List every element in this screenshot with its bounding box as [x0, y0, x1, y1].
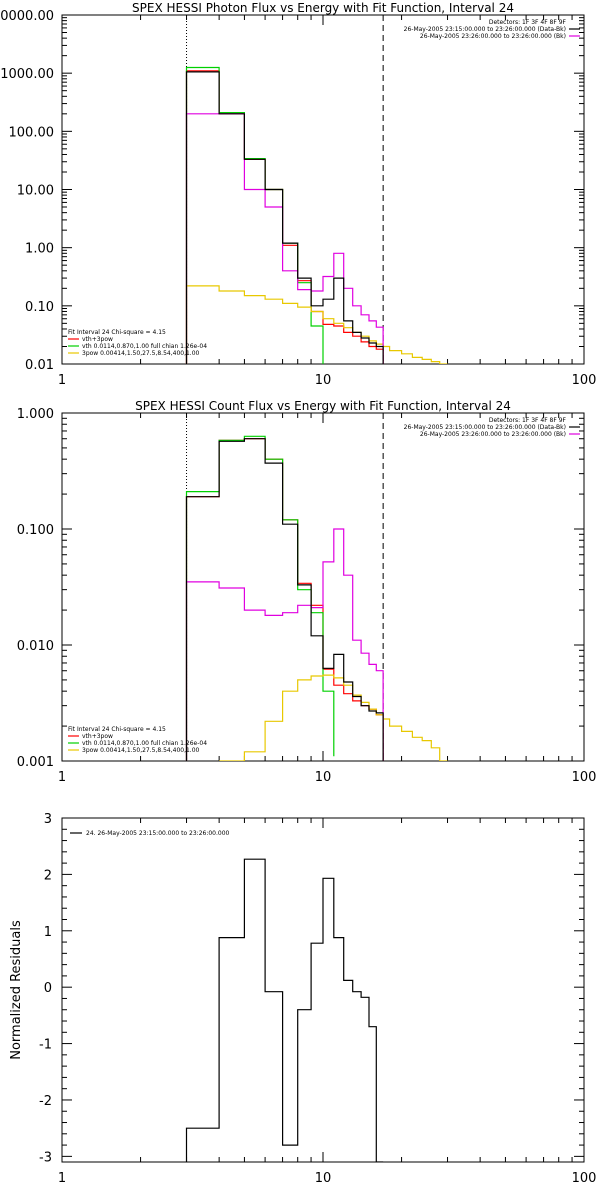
- chart-2-xtick-label: 10: [315, 770, 332, 785]
- chart-2-ytick-label: 1.000: [17, 407, 54, 422]
- chart-3-xtick-label: 100: [572, 1171, 597, 1186]
- chart-1-series-group: [185, 66, 448, 364]
- chart-1-ytick-label: 10.00: [17, 184, 54, 199]
- chart-2-series-4-step: [185, 528, 384, 761]
- chart-3-ylabel: Normalized Residuals: [9, 920, 24, 1060]
- chart-3-xtick-label: 1: [58, 1171, 66, 1186]
- chart-1-xtick-label: 10: [315, 373, 332, 388]
- chart-1-ytick-label: 10000.00: [0, 9, 54, 24]
- chart-1-legend-label-2: vth 0.0114,0.870,1.00 full chian 1.26e-0…: [82, 343, 207, 350]
- chart-1-ytick-label: 0.01: [25, 358, 54, 373]
- chart-3-xtick-label: 10: [315, 1171, 332, 1186]
- chart-1-info-text-3: 26-May-2005 23:26:00.000 to 23:26:00.000…: [420, 33, 566, 40]
- chart-1-info-text-2: 26-May-2005 23:15:00.000 to 23:26:00.000…: [404, 26, 566, 33]
- chart-2-info-text-3: 26-May-2005 23:26:00.000 to 23:26:00.000…: [420, 431, 566, 438]
- chart-2-series-5-step: [185, 438, 384, 761]
- chart-3-ytick-label: 2: [44, 868, 52, 883]
- chart-2-legend-label-3: 3pow 0.00414,1.50,27.5,8.54,400,1.00: [82, 747, 200, 754]
- chart-3-ytick-label: 0: [44, 981, 52, 996]
- chart-2-legend-header: Fit Interval 24 Chi-square = 4.15: [68, 726, 166, 733]
- chart-2-legend-label-1: vth+3pow: [82, 733, 113, 740]
- chart-1-series-1-step: [185, 70, 384, 364]
- chart-3-ytick-label: -2: [39, 1094, 52, 1109]
- chart-1-legend-label-1: vth+3pow: [82, 336, 113, 343]
- chart-2-title: SPEX HESSI Count Flux vs Energy with Fit…: [135, 399, 511, 413]
- chart-1-series-4-step: [185, 113, 384, 364]
- chart-1-legend-label-3: 3pow 0.00414,1.50,27.5,8.54,400,1.00: [82, 350, 200, 357]
- chart-1-ytick-label: 1000.00: [0, 67, 54, 82]
- chart-3-legend-label-1: 24. 26-May-2005 23:15:00.000 to 23:26:00…: [86, 830, 230, 837]
- chart-2-ytick-label: 0.100: [17, 523, 54, 538]
- chart-3-ytick-label: -3: [39, 1150, 52, 1165]
- chart-3-frame: [61, 817, 585, 1163]
- chart-2-series-1-step: [185, 438, 384, 761]
- chart-1-legend-header: Fit Interval 24 Chi-square = 4.15: [68, 329, 166, 336]
- chart-3-series-1-step: [185, 858, 384, 1162]
- chart-1-info-text-1: Detectors: 1F 3F 4F 8F 9F: [489, 19, 567, 26]
- chart-1-xtick-label: 100: [572, 373, 597, 388]
- chart-2-xtick-label: 100: [572, 770, 597, 785]
- chart-1-series-5-step: [185, 71, 384, 364]
- chart-1-ytick-label: 0.10: [25, 300, 54, 315]
- chart-2-info-text-1: Detectors: 1F 3F 4F 8F 9F: [489, 417, 567, 424]
- chart-1-ytick-label: 1.00: [25, 242, 54, 257]
- chart-2-legend-label-2: vth 0.0114,0.870,1.00 full chian 1.26e-0…: [82, 740, 207, 747]
- chart-2-info-text-2: 26-May-2005 23:15:00.000 to 23:26:00.000…: [404, 424, 566, 431]
- chart-2-ytick-label: 0.010: [17, 639, 54, 654]
- chart-1-series-3-step: [185, 285, 448, 364]
- chart-2-ytick-label: 0.001: [17, 755, 54, 770]
- chart-2-xtick-label: 1: [58, 770, 66, 785]
- chart-1-series-2-step: [185, 66, 324, 364]
- chart-3-series-group: [185, 858, 384, 1162]
- chart-3-ytick-label: 1: [44, 925, 52, 940]
- chart-1-title: SPEX HESSI Photon Flux vs Energy with Fi…: [132, 1, 514, 15]
- chart-3-ytick-label: 3: [44, 812, 52, 827]
- chart-2-series-group: [185, 435, 448, 761]
- chart-3-ytick-label: -1: [39, 1038, 52, 1053]
- chart-1-xtick-label: 1: [58, 373, 66, 388]
- chart-1-ytick-label: 100.00: [9, 125, 55, 140]
- chart-2-series-2-step: [185, 435, 335, 761]
